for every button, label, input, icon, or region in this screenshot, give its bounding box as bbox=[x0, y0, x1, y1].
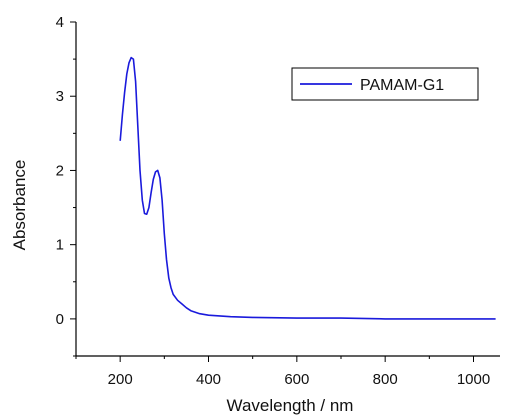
series-layer bbox=[119, 56, 496, 320]
x-tick-label: 1000 bbox=[457, 371, 490, 388]
y-tick-label: 1 bbox=[56, 237, 64, 254]
y-tick-label: 0 bbox=[56, 311, 64, 328]
y-tick-label: 2 bbox=[56, 162, 64, 179]
y-ticks: 0 1 2 3 4 bbox=[56, 14, 76, 357]
x-tick-label: 800 bbox=[373, 371, 398, 388]
legend: PAMAM-G1 bbox=[291, 67, 479, 101]
y-axis-title: Absorbance bbox=[10, 160, 29, 251]
x-tick-label: 600 bbox=[284, 371, 309, 388]
y-tick-label: 4 bbox=[56, 14, 64, 31]
y-tick-label: 3 bbox=[56, 88, 64, 105]
legend-label: PAMAM-G1 bbox=[360, 77, 444, 94]
x-axis-title: Wavelength / nm bbox=[227, 396, 354, 415]
x-ticks: 200 400 600 800 1000 bbox=[75, 356, 490, 388]
x-tick-label: 200 bbox=[108, 371, 133, 388]
series-line-0 bbox=[119, 56, 496, 320]
x-tick-label: 400 bbox=[196, 371, 221, 388]
